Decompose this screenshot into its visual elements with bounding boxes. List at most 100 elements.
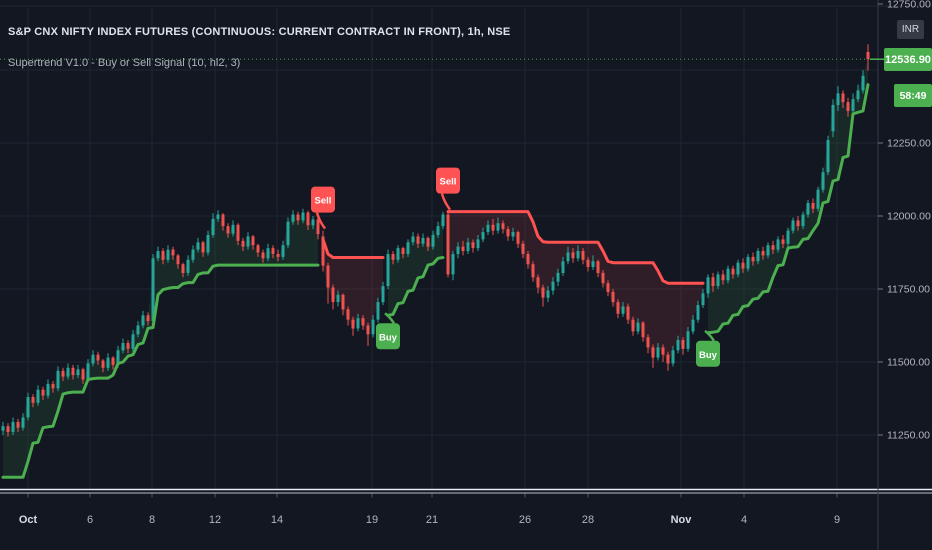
time-axis-label[interactable]: 12 xyxy=(209,514,221,526)
candle-body xyxy=(506,229,510,237)
candle-body xyxy=(686,331,690,349)
time-axis-label[interactable]: 6 xyxy=(87,514,93,526)
price-axis-label[interactable]: 11750.00 xyxy=(887,284,930,296)
price-axis-label[interactable]: 12250.00 xyxy=(887,138,931,150)
candle-body xyxy=(556,272,560,282)
time-axis-label[interactable]: 4 xyxy=(741,514,747,526)
candle-body xyxy=(436,226,440,235)
candle-body xyxy=(61,370,65,377)
candle-body xyxy=(656,347,660,358)
candle-body xyxy=(121,343,125,351)
candle-body xyxy=(456,246,460,254)
candle-body xyxy=(276,254,280,257)
candle-body xyxy=(46,383,50,396)
candle-body xyxy=(306,212,310,226)
candle-body xyxy=(336,294,340,303)
time-axis-label[interactable]: 26 xyxy=(519,514,531,526)
time-axis-label[interactable]: 28 xyxy=(582,514,594,526)
sell-flag-tail xyxy=(440,193,452,211)
candle-body xyxy=(96,354,100,361)
candle-body xyxy=(846,102,850,111)
price-axis-label[interactable]: 12750.00 xyxy=(887,0,931,11)
symbol-title[interactable]: S&P CNX NIFTY INDEX FUTURES (CONTINUOUS:… xyxy=(8,26,511,38)
candle-body xyxy=(41,389,45,396)
candle-body xyxy=(266,248,270,259)
candle-body xyxy=(106,357,110,368)
candle-body xyxy=(246,236,250,247)
candle-body xyxy=(706,277,710,294)
candle-body xyxy=(701,293,705,306)
candle-body xyxy=(806,202,810,215)
candle-body xyxy=(641,322,645,338)
candle-body xyxy=(466,242,470,252)
candle-body xyxy=(756,251,760,262)
candle-body xyxy=(676,340,680,351)
time-axis-label[interactable]: 8 xyxy=(149,514,155,526)
indicator-title[interactable]: Supertrend V1.0 - Buy or Sell Signal (10… xyxy=(8,57,241,69)
supertrend-line xyxy=(706,83,870,335)
candle-body xyxy=(71,367,75,376)
candle-body xyxy=(621,306,625,314)
buy-flag-tail xyxy=(384,312,396,324)
candle-body xyxy=(826,140,830,173)
time-axis-label[interactable]: 9 xyxy=(834,514,840,526)
candle-body xyxy=(426,237,430,247)
candle-body xyxy=(796,220,800,227)
candle-body xyxy=(771,245,775,250)
candle-body xyxy=(666,354,670,364)
candle-body xyxy=(591,261,595,268)
price-axis-label[interactable]: 12000.00 xyxy=(887,211,931,223)
candle-body xyxy=(471,242,475,249)
candle-body xyxy=(741,262,745,269)
candle-body xyxy=(91,354,95,364)
time-axis-label[interactable]: 14 xyxy=(271,514,283,526)
candle-body xyxy=(391,254,395,260)
candle-body xyxy=(66,367,70,377)
candle-body xyxy=(16,421,20,428)
time-axis-label[interactable]: Nov xyxy=(671,514,693,526)
candle-body xyxy=(411,236,415,243)
candle-body xyxy=(176,255,180,265)
candle-body xyxy=(291,214,295,222)
candle-body xyxy=(491,224,495,231)
candle-body xyxy=(31,397,35,403)
candle-body xyxy=(791,220,795,231)
candle-body xyxy=(486,224,490,233)
candle-body xyxy=(631,319,635,332)
candle-body xyxy=(541,287,545,298)
candle-body xyxy=(216,214,220,219)
candle-body xyxy=(236,224,240,241)
candle-body xyxy=(226,226,230,234)
candle-body xyxy=(26,397,30,418)
candle-body xyxy=(681,340,685,349)
price-axis[interactable] xyxy=(878,0,932,489)
candle-body xyxy=(851,99,855,111)
buy-signal-label xyxy=(376,323,400,350)
price-axis-label[interactable]: 11250.00 xyxy=(887,430,930,442)
candle-body xyxy=(11,421,15,433)
time-axis[interactable] xyxy=(0,494,932,550)
time-axis-label[interactable]: Oct xyxy=(19,514,38,526)
candle-body xyxy=(416,236,420,244)
candle-body xyxy=(6,426,10,432)
candle-body xyxy=(136,325,140,335)
price-axis-label[interactable]: 11500.00 xyxy=(887,357,930,369)
candle-body xyxy=(341,294,345,310)
signal-label-text: Sell xyxy=(440,177,457,188)
time-axis-label[interactable]: 21 xyxy=(426,514,438,526)
candle-body xyxy=(606,283,610,292)
candle-body xyxy=(786,230,790,244)
candle-body xyxy=(316,219,320,235)
candle-body xyxy=(746,256,750,269)
candle-body xyxy=(371,319,375,335)
candle-body xyxy=(461,246,465,252)
candle-body xyxy=(1,426,5,431)
candle-body xyxy=(811,202,815,209)
candle-body xyxy=(481,232,485,240)
candle-body xyxy=(221,214,225,227)
candle-body xyxy=(396,248,400,260)
candle-body xyxy=(781,239,785,244)
time-axis-label[interactable]: 19 xyxy=(366,514,378,526)
